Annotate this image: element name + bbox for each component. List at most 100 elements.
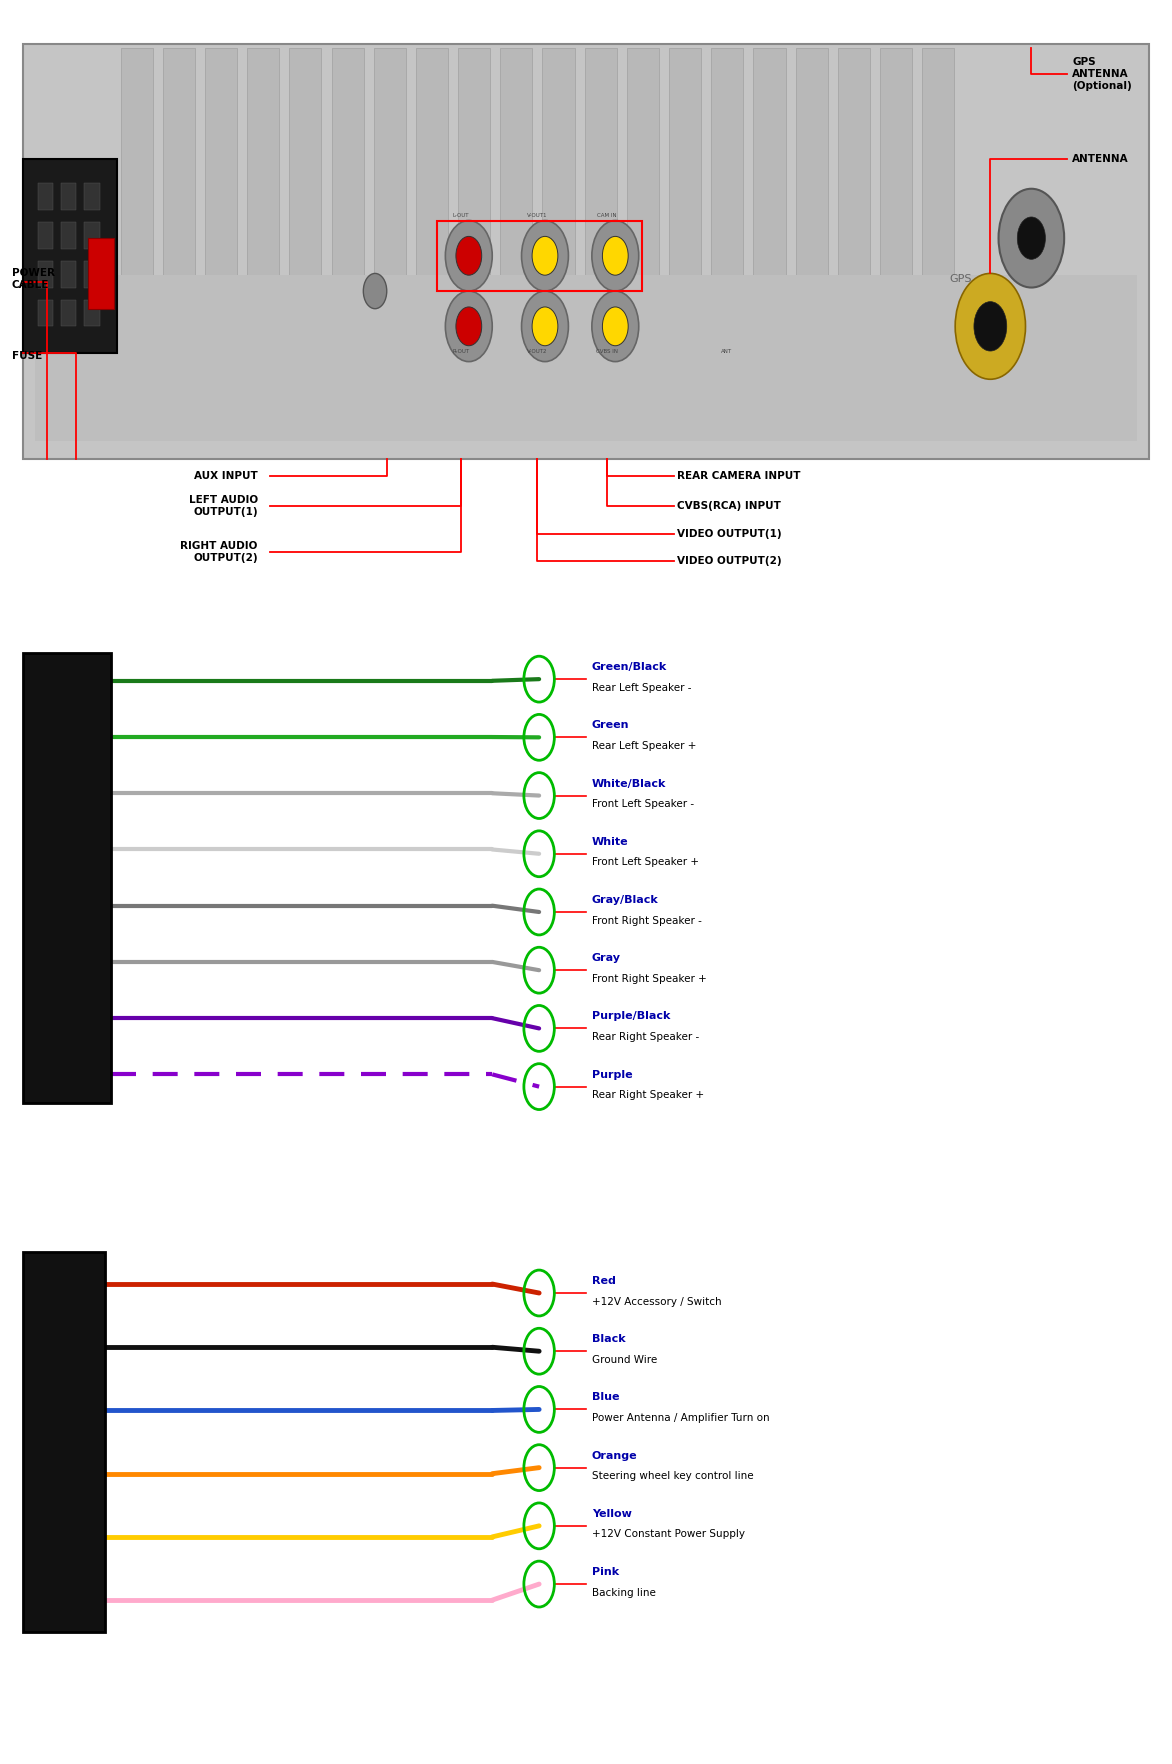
Bar	[374, 48, 406, 284]
Bar	[754, 48, 785, 284]
Bar	[437, 220, 642, 291]
Text: Rear Left Speaker -: Rear Left Speaker -	[592, 683, 691, 693]
Circle shape	[456, 236, 482, 275]
Bar	[922, 48, 954, 284]
Bar	[88, 238, 114, 309]
Text: Gray/Black: Gray/Black	[592, 894, 659, 905]
Circle shape	[363, 273, 387, 309]
Text: Red: Red	[592, 1275, 615, 1286]
Text: V-OUT2: V-OUT2	[526, 349, 547, 355]
Circle shape	[445, 220, 492, 291]
Text: Rear Left Speaker +: Rear Left Speaker +	[592, 741, 696, 751]
Text: AUX INPUT: AUX INPUT	[195, 471, 258, 482]
Bar	[61, 183, 76, 210]
Circle shape	[445, 291, 492, 362]
Circle shape	[522, 291, 568, 362]
Text: CAM IN: CAM IN	[598, 213, 616, 219]
Text: CVBS IN: CVBS IN	[597, 349, 618, 355]
Text: Rear Right Speaker -: Rear Right Speaker -	[592, 1032, 700, 1043]
Bar	[163, 48, 195, 284]
Text: Gray: Gray	[592, 953, 621, 963]
Circle shape	[456, 307, 482, 346]
Bar	[669, 48, 701, 284]
Text: VIDEO OUTPUT(2): VIDEO OUTPUT(2)	[677, 556, 782, 566]
Bar	[796, 48, 827, 284]
Bar	[84, 222, 100, 249]
Text: Blue: Blue	[592, 1392, 619, 1402]
Text: Front Right Speaker +: Front Right Speaker +	[592, 974, 707, 984]
Circle shape	[532, 236, 558, 275]
Bar	[38, 261, 53, 288]
Bar	[84, 261, 100, 288]
Bar	[38, 222, 53, 249]
Bar	[247, 48, 279, 284]
Circle shape	[974, 302, 1007, 351]
Text: Green: Green	[592, 720, 629, 730]
Bar	[880, 48, 912, 284]
Text: ANTENNA: ANTENNA	[1072, 153, 1129, 164]
Circle shape	[602, 307, 628, 346]
Text: VIDEO OUTPUT(1): VIDEO OUTPUT(1)	[677, 529, 782, 540]
Text: V-OUT1: V-OUT1	[526, 213, 547, 219]
Text: +12V Constant Power Supply: +12V Constant Power Supply	[592, 1529, 745, 1540]
Text: CVBS(RCA) INPUT: CVBS(RCA) INPUT	[677, 501, 782, 512]
Bar	[289, 48, 321, 284]
Bar	[585, 48, 616, 284]
Text: ANT: ANT	[721, 349, 732, 355]
Text: White: White	[592, 836, 628, 847]
Bar	[35, 275, 1137, 441]
Circle shape	[592, 291, 639, 362]
Bar	[205, 48, 237, 284]
Text: POWER
CABLE: POWER CABLE	[12, 268, 55, 289]
Bar	[61, 261, 76, 288]
Text: FUSE: FUSE	[12, 351, 42, 362]
Text: Black: Black	[592, 1334, 626, 1344]
Text: +12V Accessory / Switch: +12V Accessory / Switch	[592, 1297, 722, 1307]
Circle shape	[602, 236, 628, 275]
Bar	[711, 48, 743, 284]
Text: Power Antenna / Amplifier Turn on: Power Antenna / Amplifier Turn on	[592, 1413, 770, 1424]
Text: RIGHT AUDIO
OUTPUT(2): RIGHT AUDIO OUTPUT(2)	[180, 542, 258, 563]
Circle shape	[955, 273, 1026, 379]
Bar	[38, 300, 53, 326]
Bar	[84, 300, 100, 326]
Circle shape	[999, 189, 1064, 288]
Circle shape	[1017, 217, 1045, 259]
Text: Front Left Speaker +: Front Left Speaker +	[592, 857, 699, 868]
Text: GPS: GPS	[949, 273, 973, 284]
Bar	[838, 48, 870, 284]
Text: Front Right Speaker -: Front Right Speaker -	[592, 916, 702, 926]
Bar	[61, 300, 76, 326]
Circle shape	[532, 307, 558, 346]
Text: R-OUT: R-OUT	[452, 349, 469, 355]
Text: Rear Right Speaker +: Rear Right Speaker +	[592, 1090, 704, 1101]
Text: Yellow: Yellow	[592, 1508, 632, 1519]
Circle shape	[592, 220, 639, 291]
Text: L-OUT: L-OUT	[452, 213, 469, 219]
Text: Orange: Orange	[592, 1450, 638, 1461]
Bar	[23, 159, 117, 353]
Text: Front Left Speaker -: Front Left Speaker -	[592, 799, 694, 810]
Text: Ground Wire: Ground Wire	[592, 1355, 657, 1365]
Bar	[543, 48, 574, 284]
Bar	[500, 48, 532, 284]
Text: Green/Black: Green/Black	[592, 662, 667, 672]
Bar	[84, 183, 100, 210]
Bar	[61, 222, 76, 249]
Text: GPS
ANTENNA
(Optional): GPS ANTENNA (Optional)	[1072, 58, 1132, 90]
Text: Purple/Black: Purple/Black	[592, 1011, 670, 1021]
Bar	[121, 48, 152, 284]
Bar	[23, 1252, 105, 1632]
Text: Steering wheel key control line: Steering wheel key control line	[592, 1471, 754, 1482]
Text: Backing line: Backing line	[592, 1588, 656, 1598]
Bar	[23, 44, 1149, 459]
Text: REAR CAMERA INPUT: REAR CAMERA INPUT	[677, 471, 800, 482]
Text: Pink: Pink	[592, 1566, 619, 1577]
Bar	[23, 653, 111, 1102]
Circle shape	[522, 220, 568, 291]
Bar	[38, 183, 53, 210]
Text: White/Black: White/Black	[592, 778, 666, 789]
Bar	[458, 48, 490, 284]
Bar	[332, 48, 363, 284]
Text: LEFT AUDIO
OUTPUT(1): LEFT AUDIO OUTPUT(1)	[189, 496, 258, 517]
